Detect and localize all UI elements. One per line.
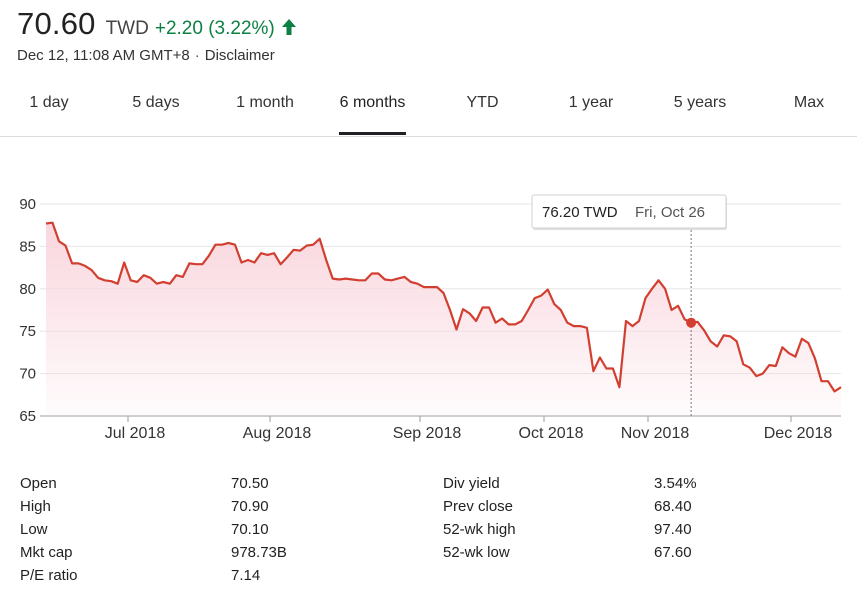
x-tick-label: Jul 2018	[105, 425, 166, 442]
stat-row-mkt-cap: Mkt cap 978.73B	[20, 543, 287, 566]
stat-label: Div yield	[443, 475, 500, 492]
x-tick-label: Nov 2018	[621, 425, 690, 442]
stat-row-52wk-high: 52-wk high 97.40	[443, 520, 692, 543]
quote-header: 70.60 TWD +2.20 (3.22%)	[17, 6, 297, 44]
stat-value: 68.40	[654, 498, 692, 515]
tab-1-month[interactable]: 1 month	[236, 94, 294, 111]
stat-value: 7.14	[231, 567, 261, 584]
y-tick-label: 75	[19, 323, 36, 340]
tooltip-date: Fri, Oct 26	[635, 204, 705, 221]
disclaimer-link[interactable]: Disclaimer	[204, 47, 275, 64]
stat-value: 70.50	[231, 475, 269, 492]
x-tick-label: Sep 2018	[393, 425, 462, 442]
tab-6-months[interactable]: 6 months	[339, 80, 406, 135]
currency-code: TWD	[105, 18, 149, 39]
x-tick-label: Aug 2018	[243, 425, 312, 442]
stat-value: 978.73B	[231, 544, 287, 561]
separator-dot: ·	[194, 47, 200, 64]
stat-value: 70.90	[231, 498, 269, 515]
tab-1-day[interactable]: 1 day	[29, 94, 69, 111]
y-tick-label: 85	[19, 238, 36, 255]
tab-5-days[interactable]: 5 days	[132, 94, 180, 111]
x-tick-label: Oct 2018	[519, 425, 584, 442]
stat-label: Prev close	[443, 498, 514, 515]
stat-value: 67.60	[654, 544, 692, 561]
stat-value: 70.10	[231, 521, 269, 538]
stats-right: Div yield 3.54% Prev close 68.40 52-wk hig…	[443, 474, 697, 566]
stat-row-div-yield: Div yield 3.54%	[443, 474, 697, 497]
arrow-up-icon	[281, 18, 297, 36]
tab-1-year[interactable]: 1 year	[568, 94, 614, 111]
stat-value: 3.54%	[654, 475, 697, 492]
y-tick-label: 80	[19, 281, 36, 298]
stat-row-high: High 70.90	[20, 497, 269, 520]
tab-ytd[interactable]: YTD	[466, 94, 499, 111]
stats-left: Open 70.50 High 70.90 Low 70.10 Mkt cap 978.…	[20, 474, 287, 589]
stat-label: 52-wk low	[443, 544, 510, 561]
tooltip-box	[531, 194, 727, 229]
stat-label: Low	[20, 521, 48, 538]
quote-subline: Dec 12, 11:08 AM GMT+8 · Disclaimer	[17, 47, 275, 64]
stat-row-open: Open 70.50	[20, 474, 269, 497]
stat-label: 52-wk high	[443, 521, 516, 538]
tooltip-value: 76.20 TWD	[542, 204, 618, 221]
stat-row-prev-close: Prev close 68.40	[443, 497, 692, 520]
y-tick-label: 65	[19, 408, 36, 425]
price-line	[45, 221, 842, 393]
range-tabs: 1 day 5 days 1 month 6 months YTD 1 year…	[0, 80, 857, 137]
tab-5-years[interactable]: 5 years	[673, 94, 727, 111]
price-change: +2.20 (3.22%)	[154, 18, 275, 39]
price-chart[interactable]: 65 70 75 80 85 90 Jul 2018 Aug 2018 Sep 2018 Oct …	[0, 150, 857, 450]
tab-max[interactable]: Max	[793, 94, 825, 111]
y-tick-label: 70	[19, 366, 36, 383]
stat-row-low: Low 70.10	[20, 520, 269, 543]
x-tick-label: Dec 2018	[764, 425, 833, 442]
stat-label: Open	[20, 475, 57, 492]
stat-value: 97.40	[654, 521, 692, 538]
stat-row-pe-ratio: P/E ratio 7.14	[20, 566, 260, 589]
current-price: 70.60	[17, 6, 96, 41]
stat-label: P/E ratio	[20, 567, 78, 584]
stat-row-52wk-low: 52-wk low 67.60	[443, 543, 692, 566]
stat-label: Mkt cap	[20, 544, 73, 561]
stat-label: High	[20, 498, 51, 515]
price-area-fill	[46, 222, 841, 416]
quote-timestamp: Dec 12, 11:08 AM GMT+8	[17, 47, 190, 64]
y-tick-label: 90	[19, 196, 36, 213]
hover-point	[686, 317, 697, 328]
